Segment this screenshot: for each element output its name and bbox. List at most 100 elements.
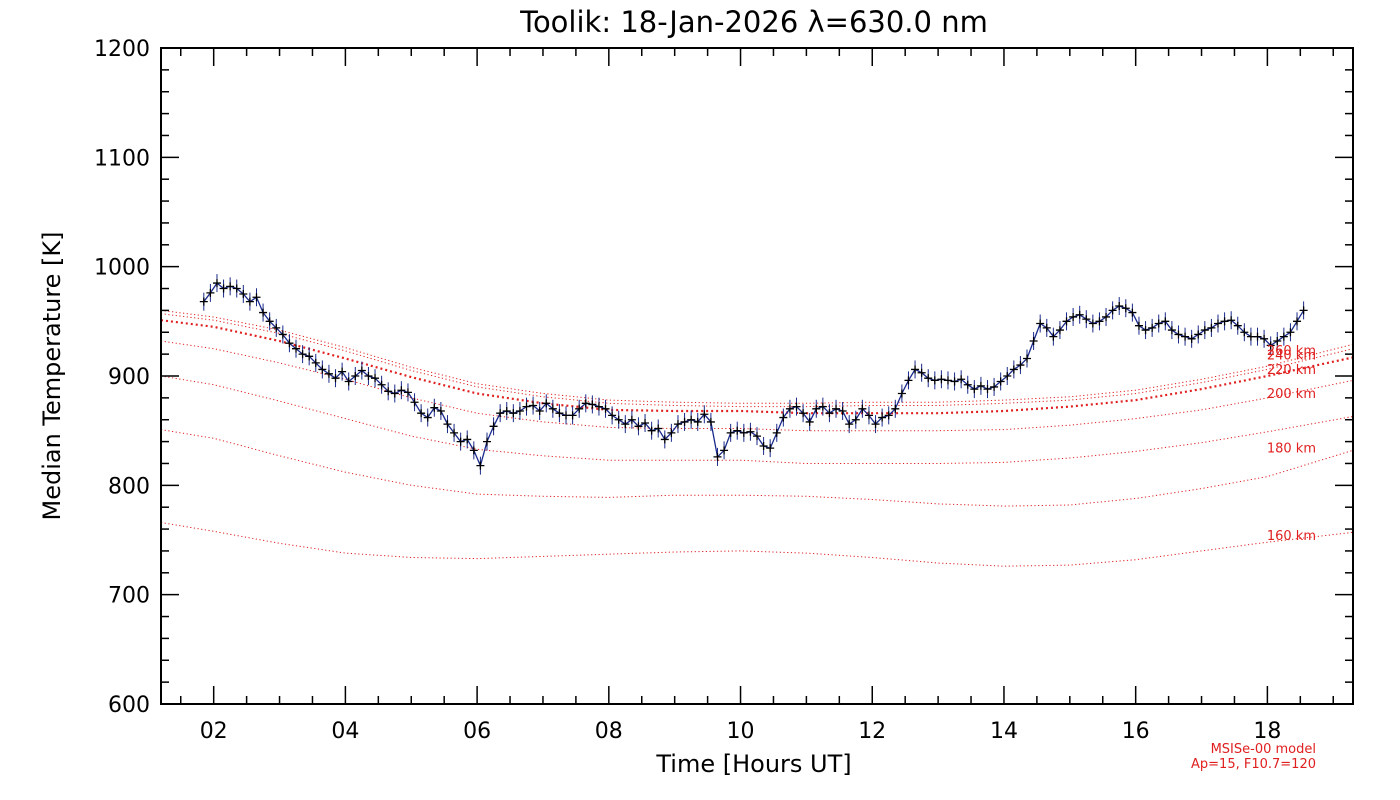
data-point-27 bbox=[377, 380, 386, 389]
data-point-133 bbox=[1075, 310, 1084, 319]
data-point-17 bbox=[311, 358, 320, 367]
data-point-132 bbox=[1069, 312, 1078, 321]
data-point-81 bbox=[733, 426, 742, 435]
data-point-166 bbox=[1293, 317, 1302, 326]
data-point-74 bbox=[687, 415, 696, 424]
data-point-107 bbox=[904, 376, 913, 385]
model-label-5: 160 km bbox=[1267, 529, 1316, 544]
model-curve-1 bbox=[160, 313, 1354, 408]
data-point-94 bbox=[818, 402, 827, 411]
x-axis-label: Time [Hours UT] bbox=[655, 750, 851, 778]
data-point-65 bbox=[627, 415, 636, 424]
data-point-125 bbox=[1023, 354, 1032, 363]
data-point-119 bbox=[983, 385, 992, 394]
data-point-66 bbox=[634, 422, 643, 431]
data-point-85 bbox=[759, 441, 768, 450]
y-tick-label: 1100 bbox=[94, 146, 150, 171]
model-label-3: 200 km bbox=[1267, 387, 1316, 402]
chart-title: Toolik: 18-Jan-2026 λ=630.0 nm bbox=[519, 5, 988, 39]
data-point-130 bbox=[1055, 326, 1064, 335]
x-tick-label: 14 bbox=[990, 719, 1018, 744]
data-point-142 bbox=[1134, 321, 1143, 330]
y-tick-labels: 600 700 800 900 1000 1100 1200 bbox=[94, 37, 150, 718]
data-point-25 bbox=[364, 372, 373, 380]
data-point-15 bbox=[298, 350, 307, 359]
data-point-121 bbox=[996, 377, 1005, 386]
data-point-46 bbox=[502, 406, 511, 415]
data-point-149 bbox=[1181, 332, 1190, 341]
data-point-89 bbox=[785, 404, 794, 413]
data-point-5 bbox=[232, 284, 241, 293]
y-tick-label: 700 bbox=[108, 584, 150, 609]
model-curve-3 bbox=[160, 340, 1354, 432]
data-point-11 bbox=[272, 323, 281, 332]
data-point-83 bbox=[746, 427, 755, 436]
data-point-148 bbox=[1174, 330, 1183, 339]
data-point-158 bbox=[1240, 328, 1249, 337]
data-point-18 bbox=[318, 365, 327, 374]
data-point-110 bbox=[924, 374, 933, 383]
data-point-37 bbox=[443, 420, 452, 429]
data-point-19 bbox=[324, 369, 333, 378]
data-point-1 bbox=[206, 288, 215, 297]
data-point-9 bbox=[259, 308, 268, 317]
data-point-105 bbox=[891, 404, 900, 413]
model-curve-5 bbox=[160, 429, 1354, 507]
data-point-115 bbox=[957, 375, 966, 384]
data-point-117 bbox=[970, 385, 979, 394]
data-point-41 bbox=[469, 446, 478, 455]
y-tick-label: 1000 bbox=[94, 256, 150, 281]
data-point-164 bbox=[1279, 332, 1288, 341]
data-point-131 bbox=[1062, 317, 1071, 326]
plot-frame bbox=[160, 47, 1354, 705]
data-point-129 bbox=[1049, 332, 1058, 341]
data-point-163 bbox=[1273, 337, 1282, 346]
data-point-61 bbox=[601, 404, 610, 413]
data-point-7 bbox=[245, 297, 254, 306]
data-point-68 bbox=[647, 426, 656, 435]
data-point-86 bbox=[766, 444, 775, 453]
data-point-77 bbox=[706, 417, 715, 426]
data-point-93 bbox=[812, 404, 821, 413]
data-point-162 bbox=[1266, 341, 1275, 350]
data-point-79 bbox=[720, 446, 729, 455]
x-tick-label: 12 bbox=[858, 719, 886, 744]
data-point-124 bbox=[1016, 361, 1025, 370]
data-point-75 bbox=[693, 417, 702, 426]
data-point-59 bbox=[588, 400, 597, 409]
data-point-42 bbox=[476, 461, 485, 470]
data-point-70 bbox=[660, 435, 669, 444]
data-point-32 bbox=[410, 398, 419, 407]
data-point-126 bbox=[1029, 337, 1038, 346]
data-point-80 bbox=[726, 428, 735, 437]
y-axis-label: Median Temperature [K] bbox=[38, 231, 66, 520]
data-point-4 bbox=[226, 282, 235, 291]
data-point-10 bbox=[265, 317, 274, 326]
data-point-48 bbox=[515, 406, 524, 415]
data-point-64 bbox=[621, 420, 630, 429]
data-point-21 bbox=[338, 367, 347, 376]
data-point-153 bbox=[1207, 323, 1216, 332]
data-point-98 bbox=[845, 420, 854, 429]
data-point-8 bbox=[252, 293, 261, 302]
data-point-120 bbox=[990, 382, 999, 391]
x-tick-label: 16 bbox=[1122, 719, 1150, 744]
data-point-3 bbox=[219, 284, 228, 293]
data-point-140 bbox=[1121, 304, 1130, 313]
data-point-43 bbox=[482, 437, 491, 446]
data-point-103 bbox=[878, 413, 887, 422]
data-point-144 bbox=[1148, 323, 1157, 332]
data-point-114 bbox=[950, 377, 959, 386]
data-point-136 bbox=[1095, 317, 1104, 326]
data-point-165 bbox=[1286, 328, 1295, 337]
data-point-150 bbox=[1187, 334, 1196, 343]
data-point-72 bbox=[673, 420, 682, 429]
data-point-67 bbox=[641, 419, 650, 428]
data-point-139 bbox=[1115, 302, 1124, 311]
data-point-14 bbox=[292, 344, 301, 353]
data-point-134 bbox=[1082, 315, 1091, 324]
data-point-13 bbox=[285, 339, 294, 348]
data-point-73 bbox=[680, 417, 689, 426]
observed-series bbox=[199, 274, 1308, 475]
